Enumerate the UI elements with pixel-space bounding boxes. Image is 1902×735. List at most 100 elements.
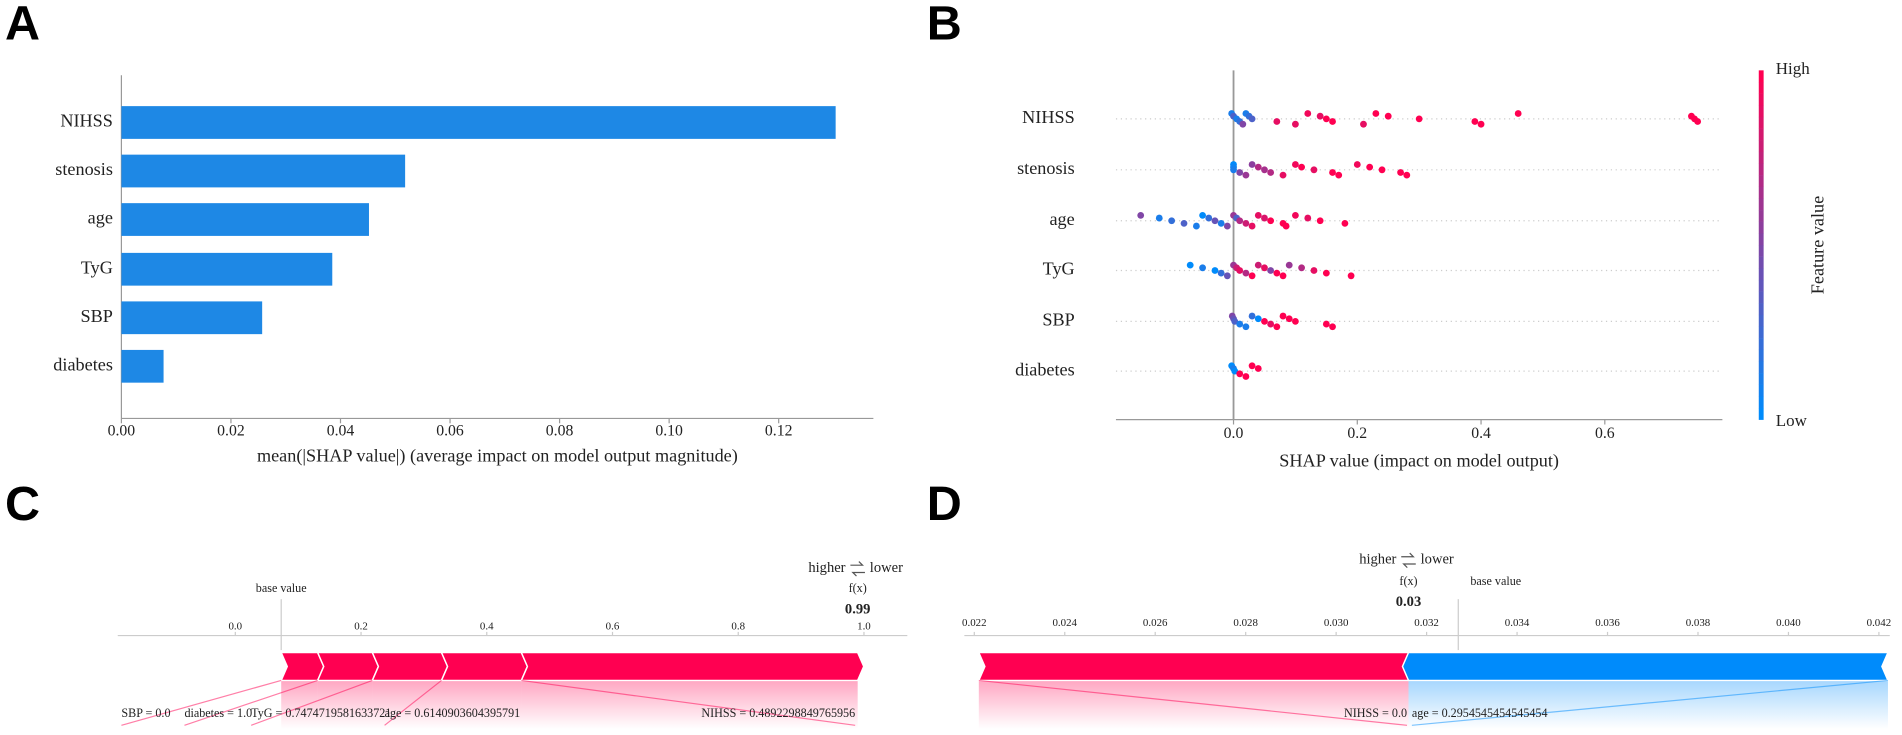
x-tick-label: 0.040 bbox=[1776, 617, 1801, 629]
direction-arrows bbox=[1401, 552, 1416, 569]
colorbar-segment bbox=[1758, 384, 1764, 397]
x-axis-label: SHAP value (impact on model output) bbox=[1279, 450, 1559, 471]
shade bbox=[317, 680, 373, 729]
colorbar-segment bbox=[1758, 396, 1764, 409]
x-tick-label: 1.0 bbox=[857, 621, 871, 633]
point bbox=[1694, 118, 1702, 125]
point bbox=[1267, 267, 1275, 274]
point bbox=[1248, 272, 1256, 280]
label-connector bbox=[1411, 679, 1889, 726]
colorbar-segment bbox=[1758, 279, 1764, 292]
y-tick-label: stenosis bbox=[55, 159, 113, 179]
point bbox=[1254, 365, 1262, 372]
point bbox=[1316, 217, 1324, 225]
force-segment bbox=[1401, 651, 1890, 682]
y-tick-label: TyG bbox=[81, 257, 113, 277]
colorbar-segment bbox=[1758, 221, 1764, 234]
label-connector bbox=[184, 679, 318, 726]
point bbox=[1329, 169, 1336, 176]
x-tick-label: 0.00 bbox=[108, 422, 136, 439]
base-label: base value bbox=[1470, 574, 1521, 588]
lower-label: lower bbox=[870, 560, 903, 576]
label-connector bbox=[384, 679, 442, 726]
force-segment bbox=[371, 651, 449, 682]
point bbox=[1199, 264, 1206, 272]
colorbar-segment bbox=[1758, 81, 1764, 94]
y-tick-label: NIHSS bbox=[1022, 107, 1075, 127]
y-tick-label: diabetes bbox=[1015, 359, 1075, 379]
colorbar-segment bbox=[1758, 233, 1764, 246]
force-segment bbox=[316, 651, 380, 682]
higher-label: higher bbox=[808, 560, 845, 576]
direction-arrows bbox=[850, 561, 865, 577]
colorbar-segment bbox=[1758, 105, 1764, 118]
point bbox=[1236, 320, 1244, 328]
feature-label: diabetes = 1.0 bbox=[184, 706, 252, 720]
x-tick-label: 0.04 bbox=[327, 422, 355, 439]
colorbar-segment bbox=[1758, 338, 1764, 351]
x-tick-label: 0.0 bbox=[1224, 425, 1244, 442]
point bbox=[1248, 362, 1256, 370]
feature-label: NIHSS = 0.0 bbox=[1344, 706, 1407, 720]
point bbox=[1254, 163, 1262, 171]
point bbox=[1477, 120, 1485, 128]
y-tick-label: diabetes bbox=[53, 354, 113, 374]
x-tick-label: 0.6 bbox=[1595, 425, 1615, 442]
colorbar-segment bbox=[1758, 116, 1764, 129]
point bbox=[1304, 110, 1312, 117]
x-tick-label: 0.0 bbox=[228, 621, 242, 633]
x-tick-label: 0.12 bbox=[765, 422, 793, 439]
x-tick-label: 0.022 bbox=[962, 617, 987, 629]
point bbox=[1254, 261, 1262, 269]
x-tick-label: 0.10 bbox=[655, 422, 683, 439]
point bbox=[1298, 163, 1305, 171]
lower-label: lower bbox=[1421, 552, 1454, 568]
point bbox=[1242, 220, 1250, 227]
point bbox=[1360, 120, 1367, 128]
point bbox=[1279, 272, 1287, 280]
colorbar-segment bbox=[1758, 210, 1764, 222]
point bbox=[1242, 269, 1250, 277]
point bbox=[1254, 212, 1262, 219]
point bbox=[1217, 220, 1225, 227]
feature-label: age = 0.2954545454545454 bbox=[1412, 706, 1548, 720]
x-tick-label: 0.026 bbox=[1143, 617, 1168, 629]
point bbox=[1403, 171, 1411, 179]
point bbox=[1223, 272, 1231, 280]
force-segment bbox=[440, 651, 529, 682]
point bbox=[1273, 323, 1281, 331]
point bbox=[1285, 261, 1293, 269]
bar bbox=[121, 301, 263, 335]
label-connector bbox=[250, 679, 373, 726]
colorbar-segment bbox=[1758, 291, 1764, 304]
colorbar-segment bbox=[1758, 245, 1764, 257]
fx-value: 0.03 bbox=[1396, 594, 1421, 610]
point bbox=[1267, 169, 1275, 176]
colorbar-label: Feature value bbox=[1808, 196, 1828, 294]
point bbox=[1261, 166, 1268, 174]
colorbar-low: Low bbox=[1776, 411, 1808, 430]
fx-name: f(x) bbox=[1399, 574, 1417, 588]
panel-label: B bbox=[927, 0, 962, 50]
point bbox=[1310, 267, 1318, 274]
y-tick-label: NIHSS bbox=[60, 111, 113, 131]
x-tick-label: 0.08 bbox=[546, 422, 574, 439]
label-connector bbox=[121, 679, 282, 726]
colorbar-segment bbox=[1758, 93, 1764, 106]
x-tick-label: 0.038 bbox=[1686, 617, 1711, 629]
x-tick-label: 0.6 bbox=[606, 621, 620, 633]
point bbox=[1285, 315, 1293, 323]
panel-label: D bbox=[927, 477, 962, 531]
x-tick-label: 0.042 bbox=[1867, 617, 1892, 629]
point bbox=[1242, 373, 1250, 380]
point bbox=[1366, 163, 1374, 171]
point bbox=[1292, 318, 1299, 325]
point bbox=[1292, 120, 1299, 128]
force-segment bbox=[977, 651, 1416, 682]
point bbox=[1261, 318, 1268, 325]
point bbox=[1211, 217, 1219, 225]
colorbar-segment bbox=[1758, 408, 1764, 420]
point bbox=[1378, 166, 1386, 174]
point bbox=[1329, 118, 1336, 125]
